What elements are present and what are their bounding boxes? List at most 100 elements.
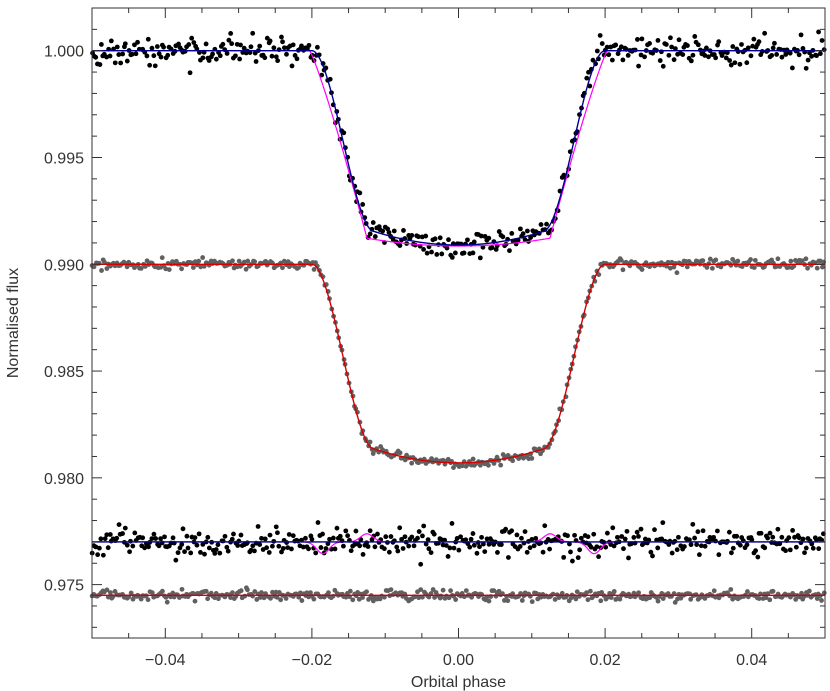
data-point	[474, 550, 480, 556]
data-point	[620, 57, 626, 63]
data-point	[372, 234, 378, 239]
data-point	[793, 544, 799, 550]
data-point	[439, 251, 445, 257]
data-point	[634, 529, 640, 535]
data-point	[443, 543, 449, 548]
data-point	[463, 588, 469, 594]
data-point	[730, 44, 736, 49]
data-point	[179, 586, 185, 592]
data-point	[495, 550, 500, 555]
data-point	[245, 258, 251, 264]
data-point	[266, 550, 272, 555]
data-point	[711, 588, 717, 594]
data-point	[446, 595, 452, 601]
data-point	[652, 527, 657, 533]
data-point	[478, 233, 484, 239]
data-point	[586, 69, 591, 75]
data-point	[809, 541, 815, 547]
data-point	[805, 265, 810, 271]
data-point	[682, 544, 687, 549]
data-point	[206, 545, 212, 551]
data-point	[744, 542, 750, 548]
data-point	[242, 593, 248, 599]
x-tick-label: −0.04	[145, 652, 186, 669]
data-point	[257, 542, 263, 547]
data-point	[303, 535, 308, 541]
data-point	[538, 222, 544, 227]
data-point	[273, 524, 279, 530]
data-point	[688, 596, 694, 602]
data-point	[276, 590, 282, 595]
data-point	[341, 130, 347, 136]
data-point	[575, 555, 581, 561]
data-point	[326, 590, 331, 596]
data-point	[175, 550, 181, 556]
data-point	[787, 50, 793, 56]
data-point	[735, 49, 741, 54]
data-point	[709, 265, 715, 271]
data-point	[461, 250, 467, 256]
data-point	[700, 258, 706, 263]
data-point	[796, 535, 802, 541]
data-point	[205, 596, 211, 602]
data-point	[632, 47, 638, 53]
data-point	[353, 528, 359, 534]
data-point	[608, 595, 614, 600]
data-point	[391, 228, 397, 234]
data-point	[493, 247, 499, 252]
data-point	[803, 256, 809, 262]
data-point	[350, 597, 356, 603]
data-point	[520, 231, 526, 237]
data-point	[120, 531, 125, 536]
data-point	[275, 58, 281, 64]
data-point	[814, 596, 820, 601]
data-point	[745, 589, 750, 594]
data-point	[594, 544, 600, 550]
data-point	[672, 600, 678, 605]
data-point	[179, 266, 184, 272]
data-point	[360, 595, 365, 600]
data-point	[95, 552, 101, 558]
data-point	[224, 51, 230, 56]
data-point	[500, 234, 506, 240]
data-point	[599, 41, 605, 46]
data-point	[724, 50, 730, 56]
data-point	[238, 588, 244, 594]
data-point	[770, 588, 776, 594]
data-point	[129, 51, 135, 57]
data-point	[692, 535, 698, 541]
data-point	[200, 541, 206, 547]
data-point	[289, 546, 294, 552]
data-point	[509, 231, 515, 236]
data-point	[779, 534, 785, 540]
data-point	[409, 534, 415, 540]
data-point	[719, 53, 725, 58]
data-point	[696, 552, 702, 558]
data-point	[118, 60, 124, 66]
data-point	[446, 237, 451, 243]
data-point	[615, 534, 620, 540]
alt-model-line-0	[92, 50, 825, 247]
data-point	[154, 44, 160, 49]
data-point	[704, 265, 710, 270]
data-point	[559, 590, 565, 596]
data-point	[192, 535, 198, 540]
data-point	[170, 590, 176, 596]
data-point	[196, 531, 202, 537]
data-point	[572, 532, 577, 538]
data-point	[402, 534, 408, 540]
data-point	[280, 546, 286, 551]
data-point	[278, 597, 284, 603]
data-point	[144, 53, 150, 59]
data-point	[618, 44, 624, 50]
data-point	[271, 45, 277, 51]
data-point	[166, 267, 172, 272]
data-point	[289, 63, 295, 69]
data-point	[160, 588, 165, 594]
data-point	[547, 546, 552, 552]
data-point	[296, 594, 302, 600]
data-point	[767, 530, 773, 536]
data-point	[267, 38, 273, 44]
data-point	[552, 597, 558, 602]
data-point	[176, 595, 182, 600]
